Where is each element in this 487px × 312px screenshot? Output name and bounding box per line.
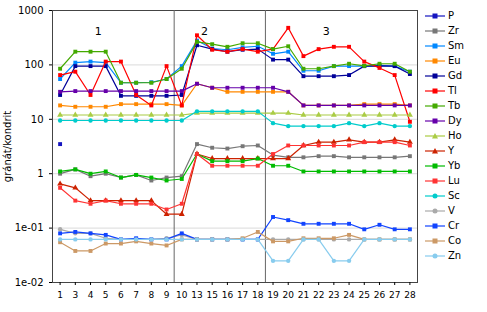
html-text:Tb: Tb (448, 100, 461, 111)
html-text:Zr: Zr (448, 25, 459, 36)
html-text:Sm: Sm (448, 40, 465, 51)
svg-text:21: 21 (298, 290, 309, 300)
html-text:Ho: Ho (448, 130, 462, 141)
svg-text:3: 3 (72, 290, 78, 300)
svg-text:25: 25 (359, 290, 370, 300)
svg-text:1e-02: 1e-02 (15, 277, 44, 288)
svg-text:22: 22 (313, 290, 324, 300)
html-text:Tl: Tl (448, 85, 457, 96)
svg-text:1: 1 (37, 168, 43, 179)
svg-text:1e-01: 1e-01 (15, 222, 44, 233)
svg-text:1: 1 (95, 25, 102, 38)
html-text:Sc: Sc (448, 190, 460, 201)
svg-text:8: 8 (148, 290, 154, 300)
svg-text:23: 23 (328, 290, 339, 300)
html-text:Yb: Yb (448, 160, 461, 171)
html-text:V: V (448, 205, 455, 216)
svg-text:18: 18 (252, 290, 264, 300)
html-text:Co: Co (448, 235, 462, 246)
svg-text:gránát/kondrit: gránát/kondrit (2, 111, 13, 182)
svg-text:5: 5 (103, 290, 109, 300)
svg-text:10: 10 (31, 114, 44, 125)
html-text:P: P (448, 10, 454, 21)
svg-text:15: 15 (206, 290, 217, 300)
svg-text:1000: 1000 (18, 5, 43, 16)
html-text:Cr: Cr (448, 220, 460, 231)
svg-text:10: 10 (176, 290, 188, 300)
svg-text:28: 28 (404, 290, 416, 300)
svg-text:7: 7 (133, 290, 139, 300)
html-text:Dy: Dy (448, 115, 462, 126)
svg-text:16: 16 (222, 290, 234, 300)
svg-text:9: 9 (164, 290, 170, 300)
svg-text:19: 19 (267, 290, 279, 300)
html-text:Eu: Eu (448, 55, 461, 66)
svg-text:13: 13 (191, 290, 202, 300)
svg-text:1: 1 (57, 290, 63, 300)
html-text:Lu: Lu (448, 175, 460, 186)
svg-text:26: 26 (374, 290, 386, 300)
svg-text:17: 17 (237, 290, 248, 300)
svg-text:27: 27 (389, 290, 400, 300)
html-text:Zn: Zn (448, 250, 462, 261)
svg-text:24: 24 (343, 290, 355, 300)
svg-text:3: 3 (323, 25, 330, 38)
svg-text:20: 20 (283, 290, 295, 300)
html-text:Y: Y (448, 145, 455, 156)
svg-text:2: 2 (201, 25, 208, 38)
html-text:Gd: Gd (448, 70, 463, 81)
svg-text:4: 4 (88, 290, 94, 300)
svg-text:100: 100 (24, 59, 43, 70)
svg-text:6: 6 (118, 290, 124, 300)
